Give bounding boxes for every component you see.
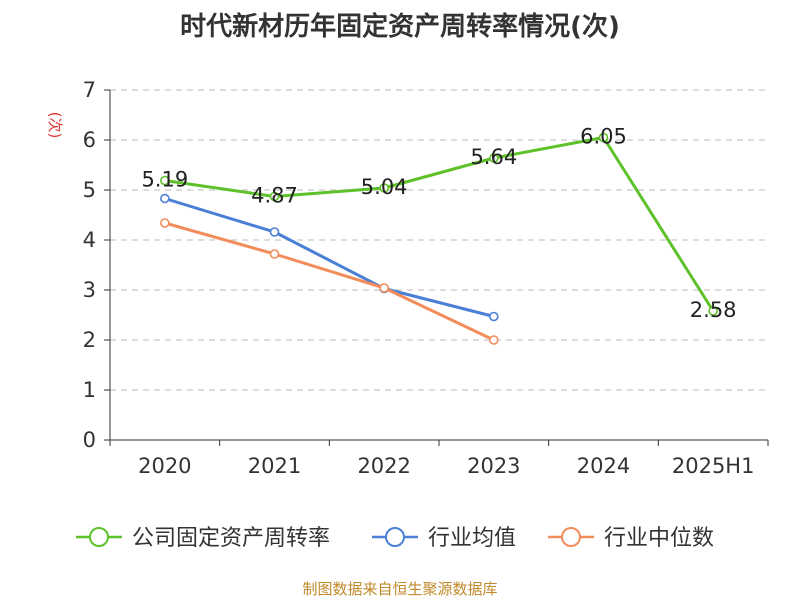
legend-marker xyxy=(561,527,581,547)
data-point xyxy=(269,249,280,259)
data-label: 2.58 xyxy=(690,298,737,322)
series-line xyxy=(164,197,495,318)
data-point xyxy=(160,175,170,186)
source-note: 制图数据来自恒生聚源数据库 xyxy=(302,580,498,598)
data-point xyxy=(379,183,389,193)
data-label: 5.19 xyxy=(141,168,188,192)
x-tick-label: 2023 xyxy=(467,454,520,478)
series-lines xyxy=(160,132,718,345)
legend: 公司固定资产周转率 行业均值 行业中位数 xyxy=(76,526,714,551)
y-tick-label: 7 xyxy=(83,78,96,102)
data-point xyxy=(489,335,499,345)
legend-marker xyxy=(89,527,109,547)
data-point xyxy=(489,153,499,163)
data-label: 5.64 xyxy=(470,145,517,169)
y-tick-label: 4 xyxy=(83,228,96,252)
y-tick-label: 6 xyxy=(83,128,96,152)
x-tick-label: 2022 xyxy=(357,454,410,478)
data-label: 5.04 xyxy=(361,175,408,199)
x-tick-label: 2024 xyxy=(577,454,630,478)
y-tick-label: 1 xyxy=(83,378,96,402)
y-tick-label: 0 xyxy=(83,428,96,452)
y-axis-label: (次) xyxy=(46,112,64,139)
data-point xyxy=(160,193,170,204)
axes: 0 1 2 3 4 5 6 7 (次) 2020 2021 2022 2023 2024 2025H1 xyxy=(46,78,769,478)
y-tick-label: 2 xyxy=(83,328,96,352)
chart-title: 时代新材历年固定资产周转率情况(次) xyxy=(180,12,620,42)
x-tick-label: 2025H1 xyxy=(672,454,755,478)
data-label: 4.87 xyxy=(251,184,298,208)
legend-label: 行业中位数 xyxy=(604,526,714,551)
data-point xyxy=(160,218,170,228)
legend-label: 行业均值 xyxy=(428,526,516,551)
y-tick-label: 3 xyxy=(83,278,96,302)
data-point xyxy=(708,306,718,316)
x-tick-label: 2020 xyxy=(138,454,191,478)
data-label: 6.05 xyxy=(580,125,627,149)
data-point xyxy=(489,311,499,322)
data-point xyxy=(269,227,280,237)
x-tick-label: 2021 xyxy=(248,454,301,478)
data-point xyxy=(269,191,280,202)
data-point xyxy=(379,283,389,293)
data-point xyxy=(598,132,609,143)
legend-marker xyxy=(385,527,405,547)
series-line xyxy=(164,221,495,342)
y-tick-label: 5 xyxy=(83,178,96,202)
series-line xyxy=(164,136,715,312)
legend-label: 公司固定资产周转率 xyxy=(132,526,330,551)
data-labels: 5.19 4.87 5.04 5.64 6.05 2.58 xyxy=(141,125,736,323)
